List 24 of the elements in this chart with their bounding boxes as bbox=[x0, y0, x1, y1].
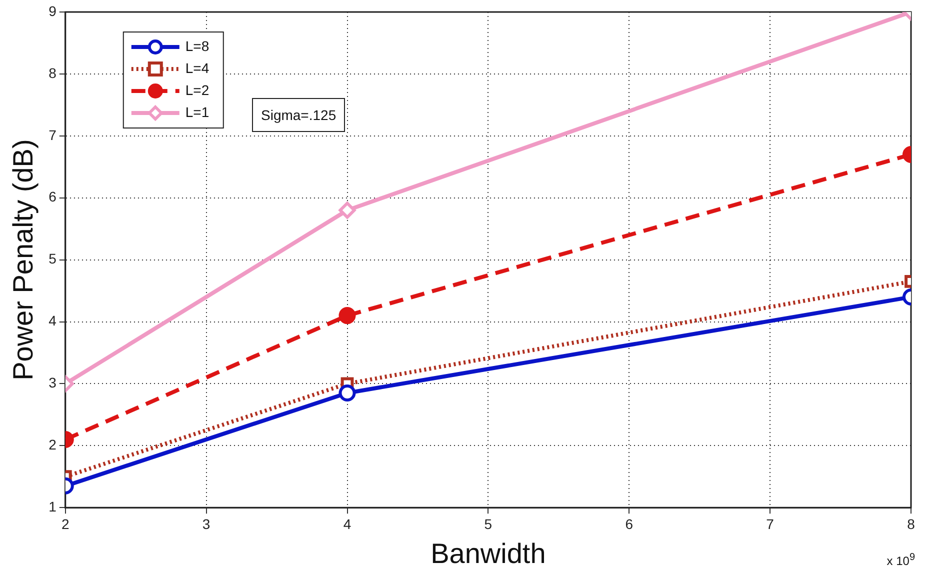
legend-label: L=4 bbox=[185, 60, 210, 76]
x-axis-title: Banwidth bbox=[430, 538, 546, 569]
y-tick-label: 3 bbox=[48, 374, 57, 391]
y-tick-label: 5 bbox=[48, 250, 57, 267]
y-tick-label: 7 bbox=[48, 126, 57, 143]
x-tick-label: 2 bbox=[61, 516, 70, 532]
x-tick-label: 8 bbox=[907, 516, 916, 532]
y-axis-title: Power Penalty (dB) bbox=[8, 139, 39, 380]
y-tick-label: 2 bbox=[48, 436, 57, 453]
annotation: Sigma=.125 bbox=[252, 98, 346, 132]
legend-label: L=8 bbox=[185, 38, 210, 54]
text: x 10$^{9}$ bbox=[886, 552, 915, 568]
y-tick-label: 1 bbox=[48, 498, 57, 514]
x-tick-label: 3 bbox=[202, 516, 210, 532]
y-tick-label: 9 bbox=[48, 2, 57, 19]
x-tick-label: 5 bbox=[484, 516, 492, 532]
legend-label: L=2 bbox=[185, 82, 210, 98]
x-tick-label: 6 bbox=[625, 516, 634, 532]
y-tick-label: 8 bbox=[48, 64, 57, 81]
y-tick-label: 6 bbox=[48, 188, 57, 205]
y-tick-label: 4 bbox=[48, 312, 57, 329]
x-tick-label: 4 bbox=[343, 516, 352, 532]
x-tick-label: 7 bbox=[766, 516, 774, 532]
legend-label: L=1 bbox=[185, 104, 210, 120]
